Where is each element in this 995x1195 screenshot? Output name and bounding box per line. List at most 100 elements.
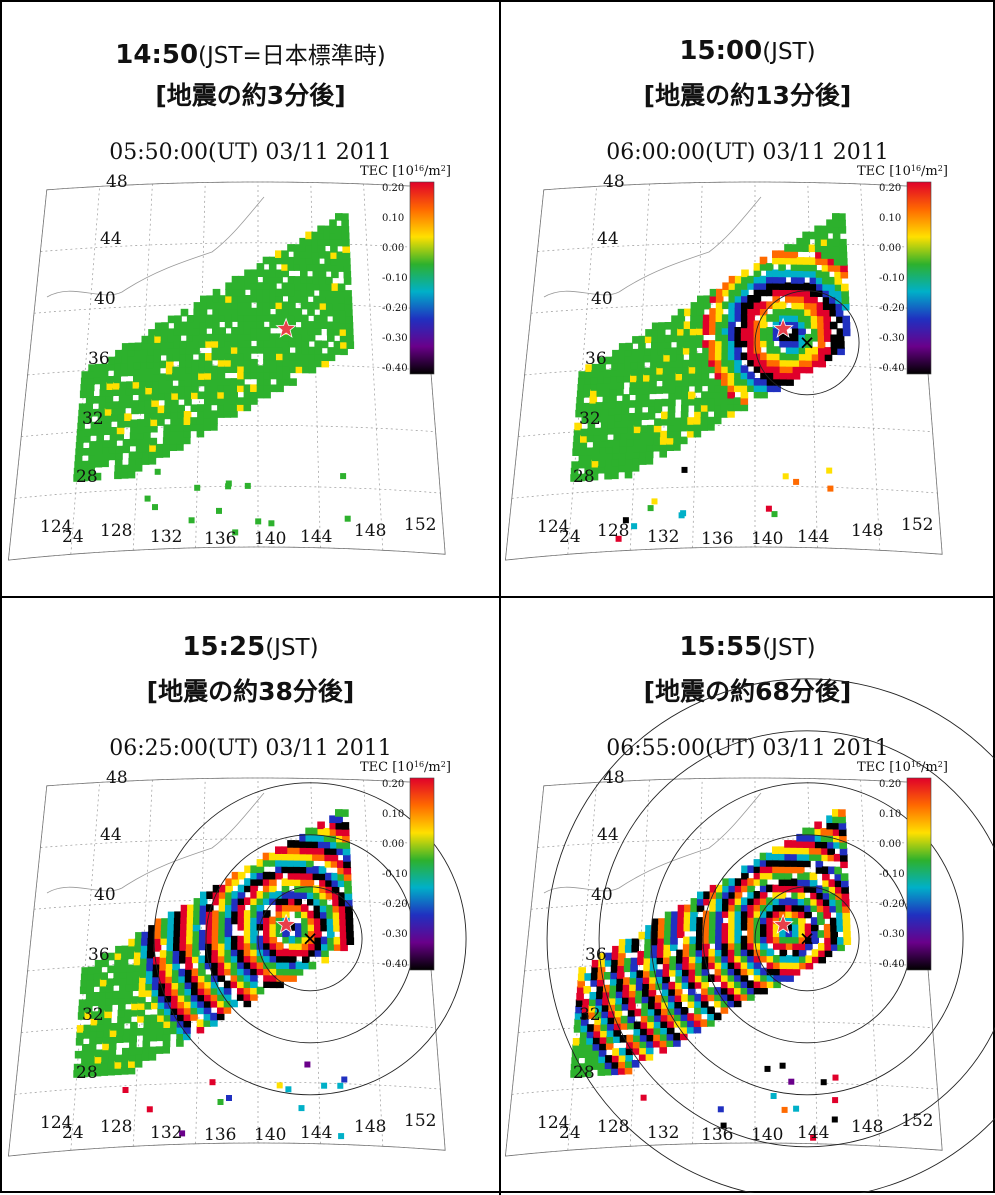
tec-cell: [586, 434, 595, 443]
tec-cell: [305, 853, 314, 861]
tec-cell: [720, 987, 729, 995]
tec-cell: [577, 973, 586, 982]
tec-cell: [674, 988, 683, 996]
tec-cell: [641, 1002, 649, 1010]
tec-cell: [821, 244, 829, 253]
tec-cell: [177, 411, 185, 419]
tec-cell: [641, 995, 650, 1004]
tec-cell: [131, 400, 140, 408]
tec-cell: [312, 282, 321, 291]
tec-cell: [80, 973, 89, 982]
tec-cell: [677, 321, 685, 330]
tec-cell: [177, 392, 186, 400]
tec-cell: [627, 413, 636, 421]
tec-cell: [791, 904, 800, 912]
tec-cell: [659, 450, 667, 458]
tec-cell: [576, 390, 585, 399]
tec-cell: [728, 929, 736, 937]
tec-cell: [619, 439, 628, 447]
tec-cell: [198, 353, 207, 361]
tec-cell: [734, 903, 743, 912]
tec-cell: [830, 924, 838, 932]
tec-cell: [237, 295, 246, 303]
tec-cell: [714, 378, 723, 386]
tec-cell: [198, 961, 206, 970]
tec-cell: [607, 420, 616, 429]
tec-cell: [218, 314, 227, 322]
tec-cell: [114, 1067, 122, 1076]
tec-cell: [193, 904, 201, 913]
tec-cell: [293, 276, 302, 284]
tec-cell: [116, 1029, 124, 1037]
tec-cell: [805, 359, 813, 367]
tec-cell: [325, 276, 333, 285]
tec-cell: [792, 359, 801, 367]
tec-cell: [701, 378, 709, 387]
colorbar-tick-label: 0.10: [382, 213, 404, 224]
tec-cell: [203, 1012, 212, 1021]
tec-cell: [282, 359, 291, 367]
longitude-line: [629, 779, 650, 1147]
tec-cell: [651, 924, 660, 933]
tec-cell: [747, 942, 755, 950]
tec-cell: [143, 431, 151, 440]
tec-cell: [721, 929, 730, 938]
tec-cell: [199, 327, 207, 336]
tec-cell: [766, 980, 775, 989]
tec-cell: [611, 362, 619, 371]
tec-cell: [217, 359, 226, 367]
tec-cell: [145, 976, 154, 984]
tec-cell: [832, 225, 841, 234]
tec-cell: [325, 872, 333, 881]
tec-cell: [695, 942, 704, 951]
tec-cell: [225, 903, 233, 912]
tec-cell: [281, 301, 290, 310]
tec-cell: [180, 308, 189, 317]
tec-cell: [126, 381, 134, 389]
tec-cell: [627, 1015, 636, 1024]
tec-cell: [329, 821, 337, 830]
tec-cell: [84, 409, 93, 417]
tec-cell: [660, 1014, 669, 1022]
tec-cell: [218, 891, 227, 899]
tec-cell: [577, 980, 585, 988]
tec-cell: [82, 448, 90, 456]
tec-cell: [211, 352, 220, 361]
tec-cell: [759, 897, 768, 905]
tec-cell: [301, 321, 309, 329]
tec-cell: [828, 885, 837, 894]
tec-cell: [294, 282, 302, 291]
tec-cell: [205, 314, 214, 323]
tec-cell: [715, 923, 723, 931]
tec-cell: [606, 1029, 615, 1037]
tec-cell: [87, 966, 96, 975]
tec-cell: [269, 333, 277, 341]
tec-cell: [759, 859, 768, 867]
tec-cell: [827, 841, 835, 849]
tec-cell: [109, 1035, 117, 1044]
tec-cell: [218, 897, 227, 906]
tec-cell: [225, 483, 232, 490]
tec-cell: [193, 314, 201, 323]
longitude-line: [70, 782, 100, 1151]
tec-cell: [584, 370, 593, 379]
tec-cell: [325, 885, 334, 894]
tec-cell: [727, 974, 736, 982]
tec-cell: [80, 1063, 89, 1071]
tec-cell: [193, 898, 202, 906]
tec-cell: [114, 362, 122, 371]
tec-cell: [281, 263, 289, 271]
tec-cell: [657, 924, 666, 933]
tec-cell: [120, 964, 128, 973]
tec-cell: [230, 365, 239, 373]
tec-cell: [610, 375, 618, 384]
tec-cell: [808, 231, 816, 240]
tec-cell: [154, 937, 162, 946]
tec-cell: [288, 339, 297, 348]
tec-cell: [147, 937, 156, 946]
tec-cell: [153, 354, 161, 363]
tec-cell: [275, 269, 283, 278]
tec-cell: [625, 464, 633, 472]
tec-cell: [149, 444, 157, 452]
tec-cell: [772, 275, 780, 284]
